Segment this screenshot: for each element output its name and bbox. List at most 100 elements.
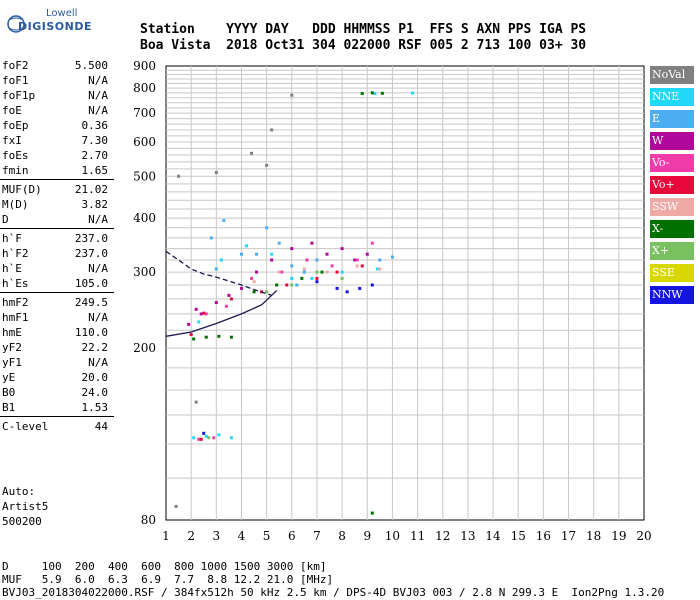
param-value: N/A [88,89,108,102]
data-point [204,312,208,316]
param-row: foF2 5.500 [0,58,114,73]
param-row: h`F 237.0 [0,231,114,246]
data-point [310,241,314,245]
data-point [250,151,254,155]
param-name: h`Es [2,277,29,290]
x-tick-label: 4 [238,529,246,543]
data-point [358,286,362,290]
legend-item-noval: NoVal [650,66,694,84]
param-row: foEp 0.36 [0,118,114,133]
param-row: yE 20.0 [0,370,114,385]
param-value: 7.30 [81,134,109,147]
x-tick-label: 20 [636,529,651,543]
param-value: 249.5 [74,296,108,309]
data-point [277,241,281,245]
footer-muf-row: MUF 5.9 6.0 6.3 6.9 7.7 8.8 12.2 21.0 [M… [2,573,334,586]
profile-curve [165,250,272,296]
param-value: 110.0 [74,326,108,339]
x-tick-label: 15 [511,529,526,543]
x-tick-label: 1 [162,529,170,543]
legend-item-w: W [650,132,694,150]
auto-label: Auto: [2,485,36,498]
data-point [207,436,211,440]
param-name: hmF2 [2,296,29,309]
param-value: 1.65 [81,164,109,177]
param-name: foE [2,104,22,117]
data-point [174,504,178,508]
param-value: N/A [88,311,108,324]
data-point [325,270,329,274]
param-name: h`F [2,232,22,245]
x-tick-label: 3 [212,529,220,543]
data-point [411,91,415,95]
data-point [250,276,254,280]
data-point [239,286,243,290]
param-name: M(D) [2,198,29,211]
data-point [305,258,309,262]
param-row: yF2 22.2 [0,340,114,355]
x-tick-label: 19 [611,529,626,543]
data-point [360,92,364,96]
legend-item-sse: SSE [650,264,694,282]
data-point [330,264,334,268]
param-row: C-level 44 [0,419,114,434]
data-point [302,267,306,271]
data-point [202,311,206,315]
param-value: N/A [88,104,108,117]
data-point [189,333,193,337]
x-tick-label: 13 [460,529,475,543]
y-tick-label: 500 [133,169,156,183]
data-point [375,267,379,271]
param-name: foF2 [2,59,29,72]
param-row: foE N/A [0,103,114,118]
x-tick-label: 8 [338,529,346,543]
param-name: foF1p [2,89,36,102]
data-point [217,334,221,338]
data-point [192,436,196,440]
param-row: yF1 N/A [0,355,114,370]
data-point [353,258,357,262]
x-tick-label: 18 [586,529,601,543]
legend-item-x-: X- [650,220,694,238]
data-point [340,247,344,251]
param-row: D N/A [0,212,114,227]
data-point [378,258,382,262]
x-tick-label: 12 [435,529,450,543]
data-point [229,297,233,301]
footer-file-info: BVJ03_2018304022000.RSF / 384fx512h 50 k… [2,586,665,599]
auto-program: Artist5 [2,500,49,513]
param-value: N/A [88,213,108,226]
data-point [380,91,384,95]
param-value: 21.02 [74,183,108,196]
y-tick-label: 200 [133,341,156,355]
param-name: fmin [2,164,29,177]
param-value: 2.70 [81,149,109,162]
station-header: Station YYYY DAY DDD HHMMSS P1 FFS S AXN… [140,22,586,54]
param-row: hmF1 N/A [0,310,114,325]
y-tick-label: 700 [133,106,156,120]
param-name: foEs [2,149,29,162]
data-point [315,276,319,280]
data-point [229,335,233,339]
data-point [365,252,369,256]
data-point [370,511,374,515]
data-point [335,270,339,274]
data-point [340,276,344,280]
data-point [227,293,231,297]
x-tick-label: 10 [385,529,400,543]
param-value: 0.36 [81,119,109,132]
data-point [290,276,294,280]
data-point [285,283,289,287]
param-name: yF2 [2,341,22,354]
data-point [199,437,203,441]
data-point [194,400,198,404]
footer: D 100 200 400 600 800 1000 1500 3000 [km… [2,560,664,599]
auto-version: 500200 [2,515,42,528]
param-row: hmE 110.0 [0,325,114,340]
globe-logo-icon [7,15,25,33]
logo-line1: Lowell [46,8,78,19]
param-separator [0,179,114,180]
data-point [270,128,274,132]
footer-distance-row: D 100 200 400 600 800 1000 1500 3000 [km… [2,560,327,573]
param-row: fmin 1.65 [0,163,114,178]
